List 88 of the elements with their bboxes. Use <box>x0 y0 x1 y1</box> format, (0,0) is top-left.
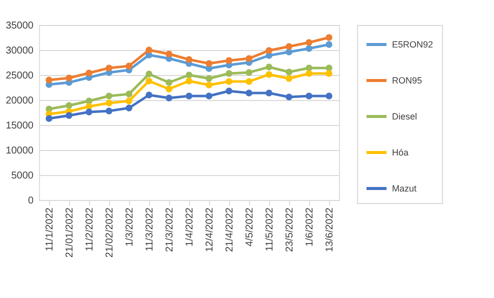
point <box>266 90 272 96</box>
point <box>166 79 172 86</box>
y-tick-label: 5000 <box>11 170 34 182</box>
point <box>246 78 252 85</box>
point <box>186 56 192 63</box>
point <box>206 75 212 82</box>
point <box>306 70 312 77</box>
legend-label: Diesel <box>392 112 418 122</box>
point <box>306 64 312 72</box>
point <box>286 48 292 56</box>
point <box>266 47 272 54</box>
x-tick-label: 11/1/2022 <box>44 207 56 252</box>
x-tick-label: 11/3/2022 <box>144 207 156 252</box>
legend-label: Mazut <box>392 184 418 194</box>
point <box>166 86 172 92</box>
point <box>306 92 312 100</box>
point <box>306 45 312 52</box>
point <box>226 78 232 85</box>
point <box>266 71 272 78</box>
point <box>106 64 112 72</box>
point <box>86 108 92 116</box>
x-tick-label: 1/4/2022 <box>184 207 196 246</box>
point <box>86 70 92 76</box>
point <box>246 90 252 96</box>
point <box>286 68 292 76</box>
legend-label: E5RON92 <box>392 40 434 50</box>
y-tick-label: 25000 <box>6 70 34 82</box>
point <box>306 39 312 46</box>
point <box>326 64 332 72</box>
point <box>106 108 112 114</box>
y-tick-label: 35000 <box>6 20 34 32</box>
point <box>106 92 112 100</box>
y-tick-label: 15000 <box>6 120 34 132</box>
point <box>146 46 152 54</box>
point <box>146 70 152 78</box>
x-tick-label: 13/6/2022 <box>324 207 336 252</box>
x-tick-label: 11/5/2022 <box>264 207 276 252</box>
x-tick-label: 1/3/2022 <box>124 207 136 246</box>
x-tick-label: 21/3/2022 <box>164 207 176 252</box>
point <box>166 94 172 102</box>
x-tick-label: 12/4/2022 <box>204 207 216 252</box>
y-tick-label: 30000 <box>6 46 34 56</box>
point <box>206 82 212 88</box>
point <box>46 115 52 122</box>
point <box>326 34 332 41</box>
x-tick-label: 4/5/2022 <box>244 207 256 246</box>
x-tick-label: 21/02/2022 <box>104 207 116 258</box>
point <box>146 92 152 98</box>
point <box>226 70 232 77</box>
point <box>326 92 332 100</box>
point <box>286 43 292 50</box>
point <box>86 98 92 104</box>
y-tick-label: 0 <box>28 196 34 206</box>
point <box>66 74 72 82</box>
x-tick-label: 1/6/2022 <box>304 207 316 246</box>
point <box>186 92 192 100</box>
point <box>206 60 212 67</box>
x-tick-label: 23/5/2022 <box>284 207 296 252</box>
point <box>166 50 172 58</box>
point <box>86 103 92 110</box>
point <box>226 88 232 94</box>
point <box>286 75 292 82</box>
point <box>206 92 212 100</box>
point <box>66 112 72 119</box>
point <box>46 76 52 84</box>
y-tick-label: 20000 <box>6 96 34 106</box>
point <box>126 90 132 98</box>
point <box>326 41 332 48</box>
point <box>146 78 152 84</box>
point <box>126 98 132 104</box>
x-tick-label: 21/4/2022 <box>224 207 236 252</box>
point <box>246 55 252 62</box>
x-tick-label: 21/01/2022 <box>64 207 76 258</box>
point <box>186 78 192 84</box>
point <box>246 69 252 76</box>
point <box>266 64 272 70</box>
legend-label: Hóa <box>392 148 409 158</box>
point <box>66 102 72 109</box>
point <box>106 100 112 106</box>
point <box>226 57 232 64</box>
y-tick-label: 10000 <box>6 146 34 156</box>
point <box>286 94 292 100</box>
legend-label: RON95 <box>392 76 422 86</box>
point <box>326 70 332 77</box>
x-tick-label: 11/2/2022 <box>84 207 96 252</box>
point <box>186 72 192 78</box>
point <box>126 62 132 70</box>
point <box>126 104 132 112</box>
